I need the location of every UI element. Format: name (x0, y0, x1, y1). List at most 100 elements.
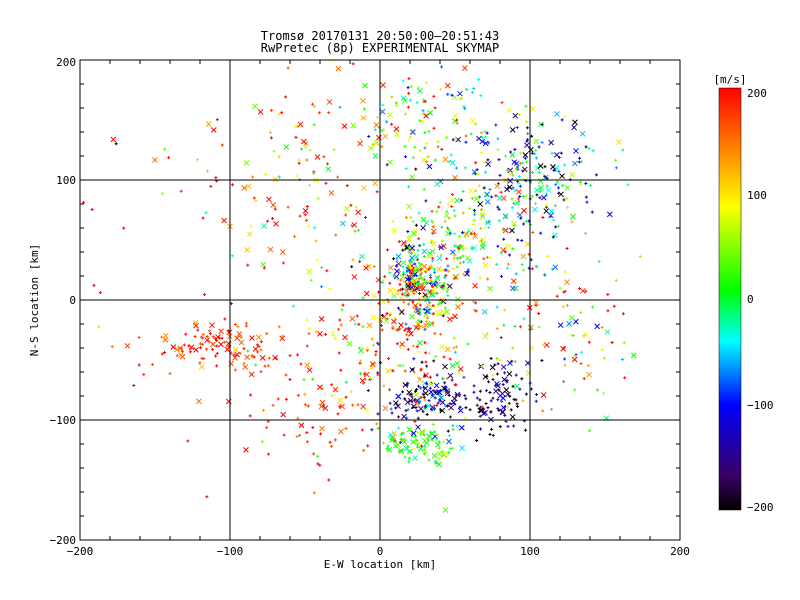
data-point-plus (463, 235, 467, 239)
data-point-plus (407, 77, 411, 81)
data-point-plus (424, 381, 428, 385)
data-point-plus (443, 276, 447, 280)
data-point-cross (279, 335, 286, 342)
data-point-cross (232, 355, 238, 361)
data-point-cross (417, 445, 424, 452)
data-point-cross (399, 308, 405, 314)
data-point-plus (405, 269, 409, 273)
data-point-plus (489, 410, 493, 414)
data-point-cross (484, 191, 490, 198)
data-point-plus (534, 303, 538, 307)
data-point-cross (418, 405, 424, 412)
data-point-plus (198, 361, 202, 365)
data-point-plus (236, 325, 240, 329)
data-point-plus (305, 318, 309, 322)
data-point-plus (167, 156, 171, 160)
data-point-plus (463, 166, 467, 170)
x-tick-label: 100 (520, 545, 540, 558)
data-point-plus (586, 363, 590, 367)
data-point-plus (534, 264, 538, 268)
data-point-plus (421, 392, 425, 396)
data-point-cross (494, 380, 500, 387)
data-point-plus (408, 98, 412, 102)
data-point-plus (307, 332, 311, 336)
grid-lines (80, 60, 680, 540)
data-point-plus (474, 301, 478, 305)
data-point-plus (406, 264, 410, 268)
data-point-plus (451, 424, 455, 428)
data-point-plus (464, 134, 468, 138)
data-point-plus (496, 244, 500, 248)
data-point-plus (485, 255, 489, 259)
data-point-plus (437, 457, 441, 461)
data-point-plus (521, 195, 525, 199)
data-point-plus (496, 205, 500, 209)
data-point-plus (344, 427, 348, 431)
data-point-plus (398, 440, 402, 444)
data-point-plus (339, 323, 343, 327)
data-point-cross (579, 130, 586, 137)
data-point-plus (500, 101, 504, 105)
data-point-plus (508, 253, 512, 257)
data-point-plus (316, 197, 320, 201)
data-point-plus (423, 279, 427, 283)
data-point-plus (403, 397, 407, 401)
data-point-cross (232, 346, 239, 353)
colorbar-tick-label: −100 (747, 399, 774, 412)
data-point-plus (488, 391, 492, 395)
data-point-plus (474, 161, 478, 165)
data-point-cross (344, 205, 350, 212)
data-point-plus (455, 424, 459, 428)
data-point-cross (435, 309, 441, 316)
data-point-plus (458, 261, 462, 265)
data-point-cross (529, 105, 536, 112)
data-point-plus (423, 328, 427, 332)
data-point-cross (338, 428, 344, 435)
data-point-plus (406, 347, 410, 351)
data-point-plus (252, 196, 256, 200)
data-point-plus (382, 384, 386, 388)
data-point-plus (495, 262, 499, 266)
data-point-plus (435, 291, 439, 295)
data-point-plus (240, 335, 244, 339)
data-point-cross (298, 422, 305, 429)
data-point-plus (474, 309, 478, 313)
data-point-plus (201, 342, 205, 346)
data-point-plus (455, 118, 459, 122)
data-point-plus (179, 189, 183, 193)
data-point-plus (594, 173, 598, 177)
data-point-cross (454, 360, 461, 367)
data-point-plus (462, 105, 466, 109)
data-point-cross (499, 409, 506, 416)
data-point-plus (433, 106, 437, 110)
data-point-plus (501, 383, 505, 387)
data-point-plus (421, 119, 425, 123)
data-point-cross (337, 397, 344, 404)
data-point-plus (472, 384, 476, 388)
data-point-plus (415, 430, 419, 434)
data-point-cross (357, 140, 363, 147)
data-point-plus (182, 343, 186, 347)
data-point-plus (277, 175, 281, 179)
data-point-plus (491, 373, 495, 377)
data-point-plus (428, 375, 432, 379)
data-point-plus (263, 364, 267, 368)
data-point-plus (446, 226, 450, 230)
data-point-cross (606, 211, 613, 218)
data-point-plus (491, 377, 495, 381)
data-point-plus (444, 385, 448, 389)
data-point-plus (299, 362, 303, 366)
chart-title: Tromsø 20170131 20:50:00–20:51:43 (261, 29, 499, 43)
data-point-plus (540, 141, 544, 145)
data-point-plus (307, 224, 311, 228)
data-point-cross (421, 263, 428, 270)
data-point-plus (355, 314, 359, 318)
data-point-cross (243, 160, 250, 166)
data-point-plus (294, 124, 298, 128)
data-point-plus (506, 262, 510, 266)
data-point-plus (475, 403, 479, 407)
data-point-plus (404, 216, 408, 220)
data-point-plus (423, 398, 427, 402)
data-point-cross (545, 187, 552, 194)
data-point-plus (453, 276, 457, 280)
